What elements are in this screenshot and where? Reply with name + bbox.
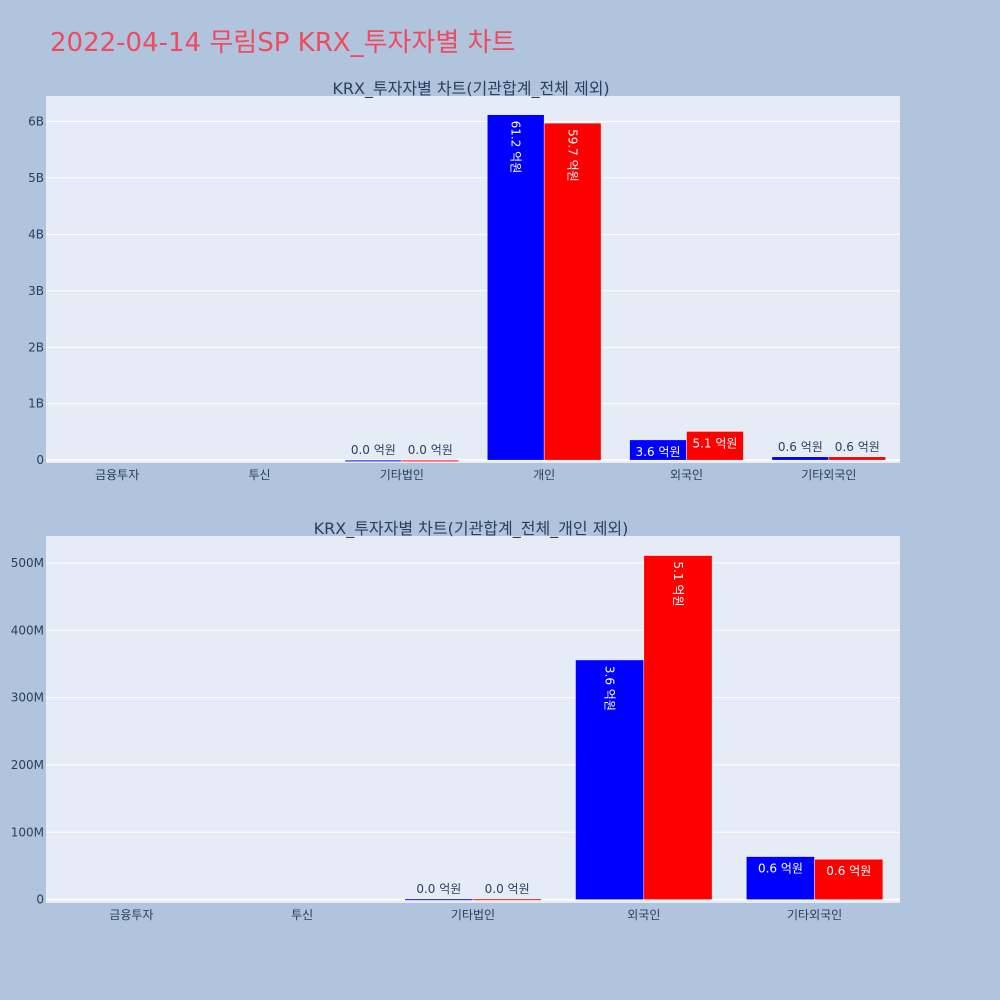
bar (643, 555, 713, 900)
bar-label: 0.6 억원 (778, 440, 823, 454)
y-tick-label: 1B (28, 397, 44, 411)
bar (746, 856, 815, 900)
x-tick-label: 기타외국인 (801, 468, 856, 482)
bar-label: 3.6 억원 (603, 666, 617, 711)
x-tick-label: 기타외국인 (787, 908, 842, 922)
y-tick-label: 6B (28, 114, 44, 128)
y-tick-label: 100M (11, 825, 44, 839)
bar-label: 0.0 억원 (351, 443, 396, 457)
x-tick-label: 투신 (248, 468, 270, 482)
y-tick-label: 300M (11, 691, 44, 705)
x-tick-label: 투신 (291, 908, 313, 922)
bar-label: 5.1 억원 (692, 436, 737, 450)
x-tick-label: 기타법인 (380, 468, 424, 482)
chart-title: KRX_투자자별 차트(기관합계_전체 제외) (332, 79, 609, 99)
bar-label: 59.7 억원 (566, 129, 580, 182)
chart-excl-individual: KRX_투자자별 차트(기관합계_전체_개인 제외) 0 100M 200M 300M 4… (11, 519, 900, 922)
page-title: 2022-04-14 무림SP KRX_투자자별 차트 (50, 28, 516, 58)
x-tick-label: 기타법인 (451, 908, 495, 922)
bar-label: 0.6 억원 (835, 440, 880, 454)
y-tick-label: 5B (28, 171, 44, 185)
bar-label: 0.0 억원 (485, 882, 530, 896)
x-tick-label: 외국인 (670, 468, 703, 482)
bar (814, 858, 884, 900)
y-tick-label: 2B (28, 340, 44, 354)
x-tick-label: 개인 (533, 468, 555, 482)
plot-area (46, 96, 900, 463)
chart-title: KRX_투자자별 차트(기관합계_전체_개인 제외) (314, 519, 629, 539)
bar (543, 122, 602, 461)
x-tick-label: 금융투자 (95, 468, 139, 482)
bar (344, 459, 403, 462)
bar (472, 898, 542, 901)
x-tick-label: 외국인 (627, 908, 660, 922)
y-tick-label: 400M (11, 623, 44, 637)
bar-label: 0.0 억원 (416, 882, 461, 896)
bar-label: 0.0 억원 (408, 443, 453, 457)
x-tick-label: 금융투자 (109, 908, 153, 922)
y-tick-label: 0 (36, 893, 44, 907)
bar-label: 5.1 억원 (671, 562, 685, 607)
y-tick-label: 0 (36, 453, 44, 467)
bar (404, 898, 474, 901)
plot-area (46, 536, 900, 903)
bar-label: 0.6 억원 (758, 862, 803, 876)
bar (575, 659, 645, 900)
y-tick-label: 200M (11, 758, 44, 772)
bar (828, 456, 887, 461)
y-tick-label: 500M (11, 556, 44, 570)
bar-label: 0.6 억원 (826, 864, 871, 878)
y-tick-label: 3B (28, 284, 44, 298)
bar-label: 61.2 억원 (509, 121, 523, 174)
bar (486, 114, 545, 461)
bar (686, 431, 744, 461)
bar-label: 3.6 억원 (636, 445, 681, 459)
bar (401, 459, 460, 462)
chart-total: KRX_투자자별 차트(기관합계_전체 제외) 0 1B 2B 3B 4B 5B 6B 금융투자… (28, 79, 900, 482)
y-tick-label: 4B (28, 227, 44, 241)
bar (771, 456, 830, 461)
